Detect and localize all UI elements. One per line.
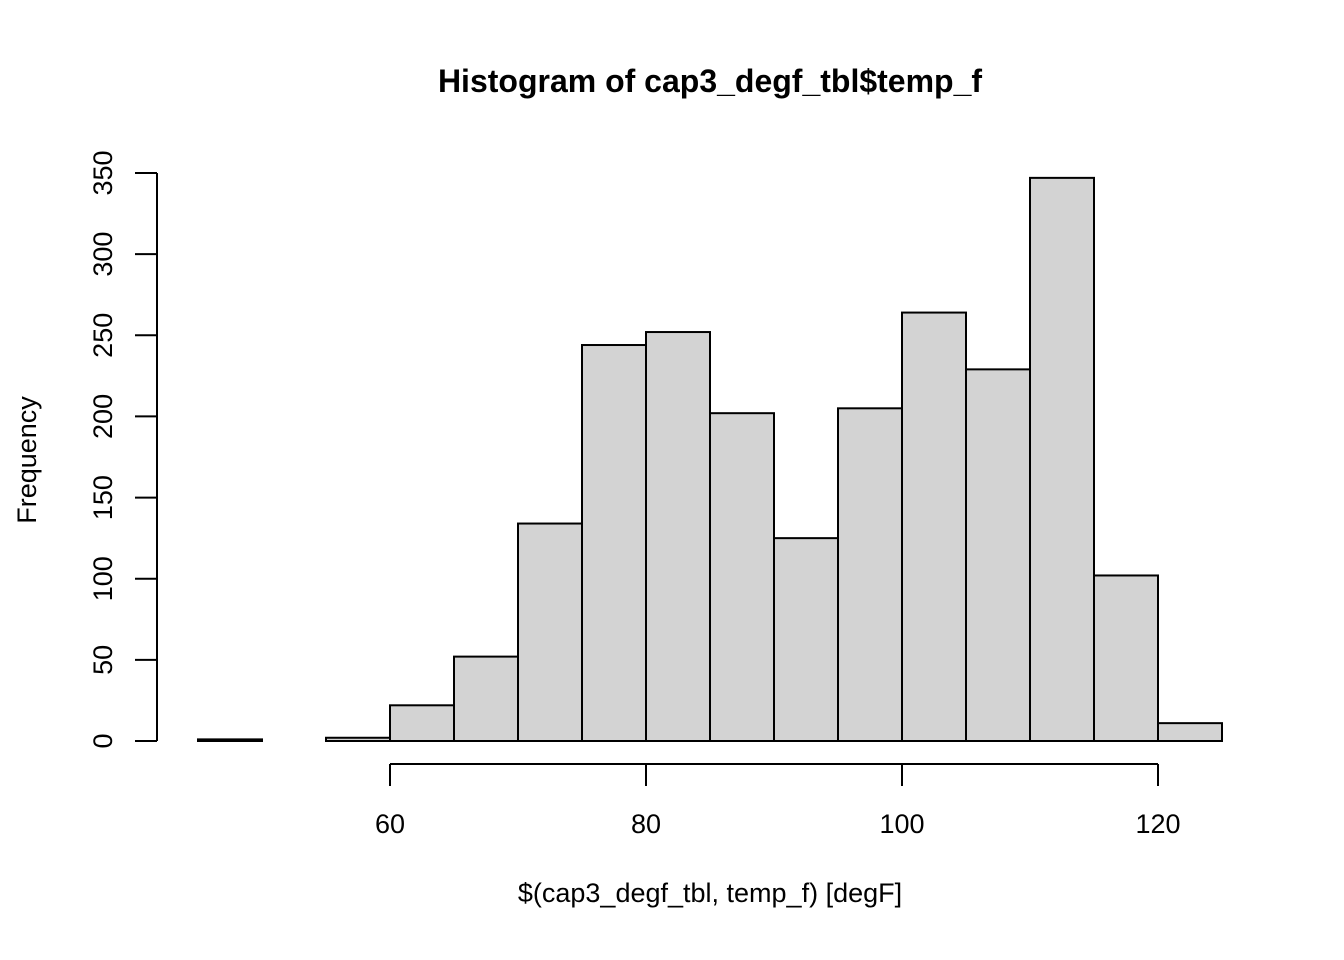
histogram-bar-13 — [1029, 176, 1095, 742]
x-tick-label: 120 — [1135, 809, 1180, 839]
histogram-bar-15 — [1157, 722, 1223, 742]
histogram-bar-10 — [837, 407, 903, 742]
x-axis-title: $(cap3_degf_tbl, temp_f) [degF] — [518, 878, 902, 908]
y-tick-label: 300 — [88, 232, 118, 277]
histogram-bar-0 — [197, 738, 263, 742]
y-tick-label: 100 — [88, 556, 118, 601]
histogram-bar-5 — [517, 522, 583, 743]
histogram-bar-11 — [901, 311, 967, 742]
y-tick-label: 150 — [88, 475, 118, 520]
histogram-bar-12 — [965, 368, 1031, 742]
x-tick-label: 100 — [879, 809, 924, 839]
y-tick-label: 250 — [88, 313, 118, 358]
y-tick-label: 0 — [88, 733, 118, 748]
y-tick-label: 200 — [88, 394, 118, 439]
histogram-bar-8 — [709, 412, 775, 742]
histogram-bar-14 — [1093, 574, 1159, 742]
histogram-bar-4 — [453, 655, 519, 743]
y-axis-title: Frequency — [12, 396, 42, 524]
histogram-bar-2 — [325, 736, 391, 742]
histogram-bar-7 — [645, 331, 711, 742]
chart-title: Histogram of cap3_degf_tbl$temp_f — [438, 63, 982, 99]
y-tick-label: 50 — [88, 645, 118, 675]
histogram-bar-6 — [581, 344, 647, 742]
x-tick-label: 80 — [631, 809, 661, 839]
x-axis: 60 80 100 120 — [375, 763, 1181, 839]
x-tick-label: 60 — [375, 809, 405, 839]
y-axis: 0 50 100 150 200 250 300 350 — [88, 150, 158, 749]
histogram-bar-3 — [389, 704, 455, 742]
bars-layer — [197, 176, 1223, 743]
y-tick-label: 350 — [88, 150, 118, 195]
histogram-bar-9 — [773, 537, 839, 743]
